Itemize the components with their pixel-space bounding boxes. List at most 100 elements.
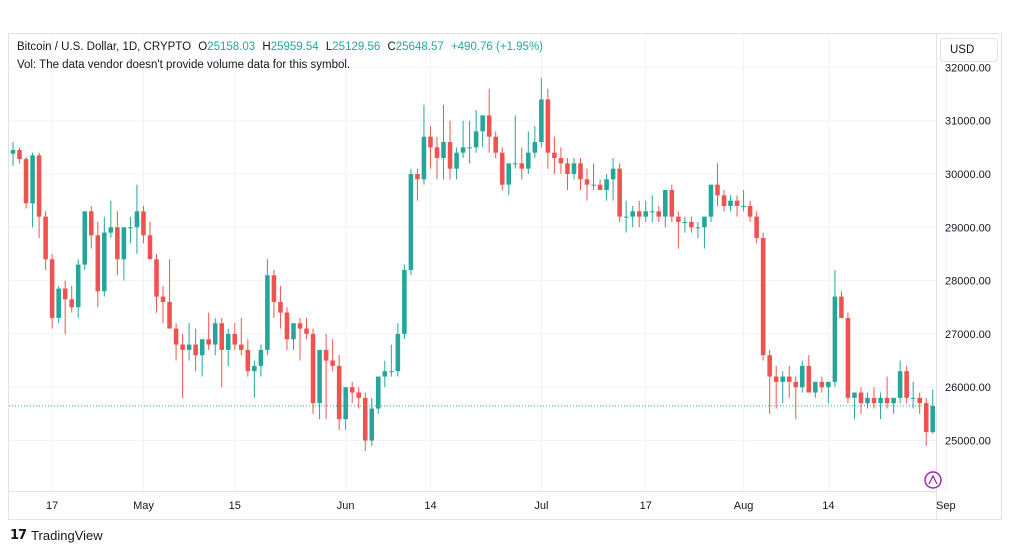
candle[interactable] [923, 397, 929, 446]
candle[interactable] [708, 184, 714, 222]
candle[interactable] [493, 131, 498, 159]
candle[interactable] [408, 168, 414, 276]
candle[interactable] [702, 216, 707, 249]
candle[interactable] [297, 317, 303, 361]
time-axis[interactable]: 17 May 15 Jun 14 Jul 17 Aug 14 Sep [46, 500, 956, 512]
candle[interactable] [225, 328, 231, 366]
candle[interactable] [767, 349, 772, 414]
candle[interactable] [108, 200, 114, 238]
candle[interactable] [760, 232, 766, 361]
candle[interactable] [271, 269, 277, 318]
price-axis[interactable]: 32000.00 31000.00 30000.00 29000.00 28000.00… [936, 34, 991, 519]
candle[interactable] [604, 174, 609, 201]
candle[interactable] [167, 259, 172, 329]
candle[interactable] [473, 110, 479, 153]
candle[interactable] [839, 291, 844, 318]
candle[interactable] [623, 200, 629, 233]
candle[interactable] [467, 120, 472, 164]
candle[interactable] [499, 147, 505, 190]
candle[interactable] [395, 323, 401, 377]
candle[interactable] [930, 389, 936, 434]
candle[interactable] [128, 216, 133, 244]
candle[interactable] [545, 88, 551, 169]
candle[interactable] [728, 195, 733, 212]
candle[interactable] [141, 205, 146, 244]
candle[interactable] [558, 147, 564, 174]
candle[interactable] [310, 328, 316, 414]
candle[interactable] [304, 317, 309, 340]
candle[interactable] [910, 381, 916, 409]
candle[interactable] [349, 381, 355, 404]
candle[interactable] [793, 376, 799, 420]
candle[interactable] [649, 195, 655, 222]
candle[interactable] [689, 216, 694, 233]
candle[interactable] [154, 253, 159, 313]
candle[interactable] [826, 381, 831, 404]
candle[interactable] [512, 115, 518, 169]
candle[interactable] [232, 323, 238, 350]
candle[interactable] [239, 317, 244, 356]
candle[interactable] [676, 211, 681, 249]
candle[interactable] [95, 221, 101, 308]
candle[interactable] [832, 269, 838, 388]
candle[interactable] [506, 163, 512, 196]
candle[interactable] [369, 397, 375, 446]
candle[interactable] [721, 189, 727, 212]
candle[interactable] [278, 285, 283, 329]
candle[interactable] [134, 184, 140, 254]
candle[interactable] [23, 156, 29, 209]
candle[interactable] [180, 333, 185, 398]
candle[interactable] [565, 158, 570, 190]
candle[interactable] [656, 205, 662, 222]
candle[interactable] [428, 126, 433, 169]
candle[interactable] [447, 120, 453, 180]
candle[interactable] [747, 200, 753, 222]
candle[interactable] [695, 221, 701, 238]
candle[interactable] [245, 339, 251, 377]
scroll-to-realtime-icon[interactable] [924, 471, 942, 489]
candle[interactable] [415, 168, 420, 201]
candle[interactable] [741, 189, 746, 212]
candle[interactable] [199, 339, 205, 377]
candle[interactable] [571, 158, 577, 180]
candle[interactable] [36, 152, 42, 238]
candle[interactable] [734, 195, 740, 217]
candle[interactable] [584, 168, 590, 201]
candle[interactable] [519, 147, 525, 180]
candle[interactable] [193, 328, 198, 372]
candle[interactable] [897, 360, 903, 404]
candle[interactable] [539, 78, 544, 148]
candle[interactable] [330, 339, 335, 372]
candle[interactable] [754, 211, 759, 244]
candle[interactable] [597, 179, 603, 190]
candle[interactable] [382, 360, 388, 388]
candle[interactable] [291, 323, 296, 350]
candle[interactable] [252, 360, 257, 398]
candle[interactable] [343, 387, 348, 430]
candle[interactable] [17, 147, 22, 164]
candle[interactable] [460, 120, 466, 159]
candle[interactable] [421, 104, 427, 185]
brand-name[interactable]: TradingView [31, 528, 103, 543]
candle[interactable] [891, 397, 896, 414]
candle[interactable] [669, 184, 675, 222]
candle[interactable] [617, 163, 622, 222]
candle[interactable] [786, 365, 792, 398]
candle[interactable] [636, 200, 642, 228]
candle[interactable] [317, 349, 322, 420]
candle[interactable] [336, 355, 342, 430]
candle[interactable] [284, 307, 290, 350]
candle[interactable] [212, 317, 218, 356]
candle[interactable] [206, 312, 211, 350]
candle[interactable] [904, 365, 909, 404]
candle[interactable] [917, 392, 922, 414]
candle[interactable] [49, 253, 55, 329]
candle[interactable] [258, 344, 264, 377]
candle[interactable] [69, 285, 74, 313]
candle[interactable] [878, 392, 883, 420]
candle[interactable] [376, 376, 381, 414]
candle[interactable] [578, 158, 583, 190]
candle[interactable] [82, 211, 88, 270]
candle[interactable] [780, 371, 785, 404]
